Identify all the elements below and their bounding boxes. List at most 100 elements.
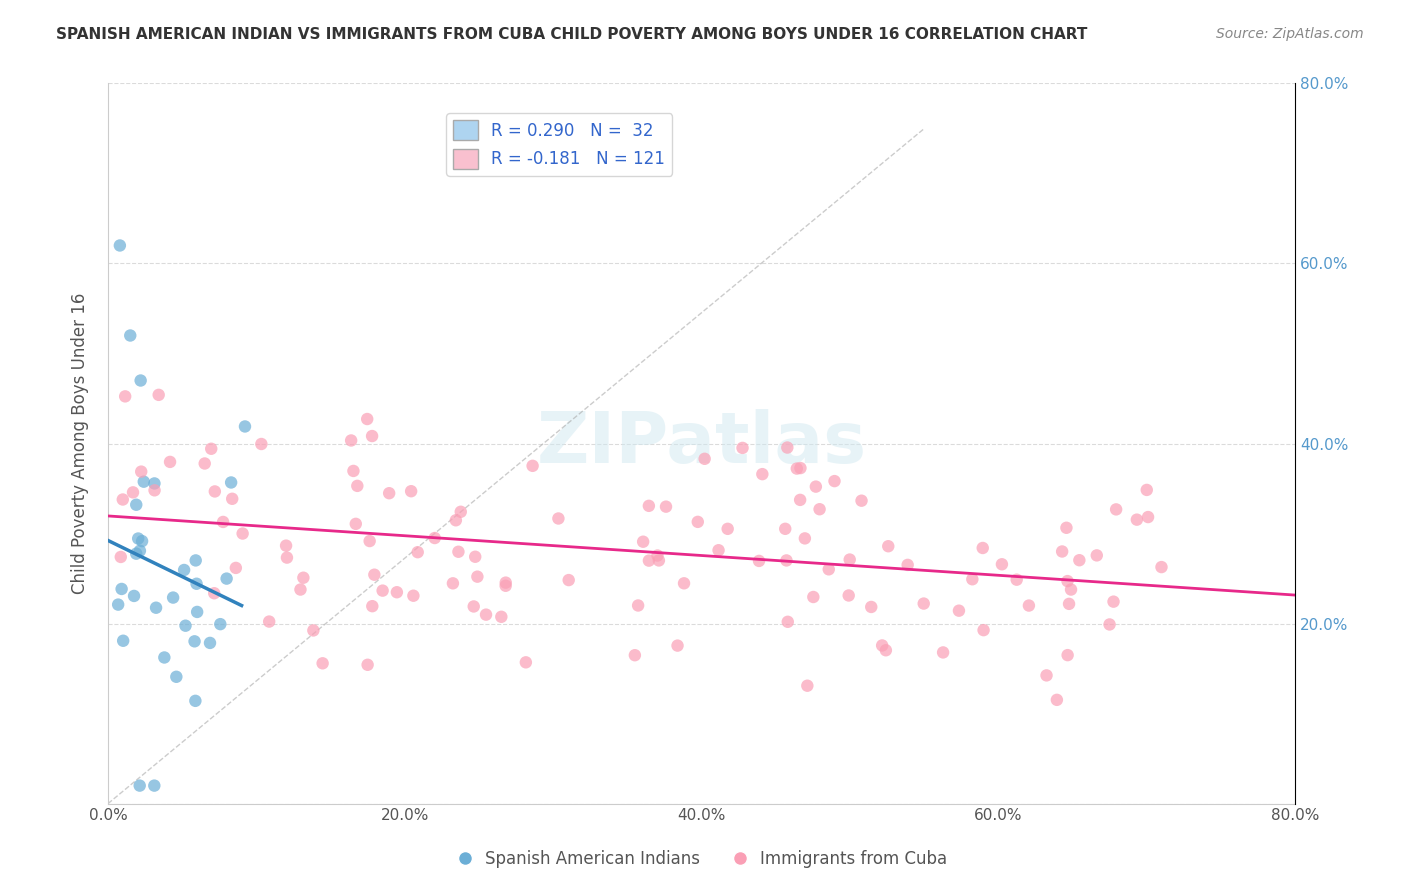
Point (183, 634, 205, 648)
Point (125, 498, 148, 512)
Point (344, 516, 367, 531)
Point (173, 563, 195, 577)
Point (1105, 502, 1128, 516)
Point (145, 600, 167, 615)
Point (406, 545, 429, 559)
Point (717, 522, 740, 536)
Point (371, 583, 394, 598)
Point (877, 539, 900, 553)
Point (627, 599, 650, 613)
Point (824, 474, 846, 488)
Point (209, 617, 232, 632)
Point (232, 526, 254, 541)
Point (378, 486, 401, 500)
Point (302, 624, 325, 638)
Point (776, 615, 799, 629)
Point (143, 483, 166, 498)
Point (786, 461, 808, 475)
Point (221, 491, 243, 506)
Point (1136, 483, 1159, 497)
Point (801, 590, 824, 604)
Point (897, 558, 920, 572)
Point (838, 552, 860, 566)
Point (198, 636, 221, 650)
Point (450, 505, 472, 519)
Point (441, 576, 464, 591)
Text: Source: ZipAtlas.com: Source: ZipAtlas.com (1216, 27, 1364, 41)
Point (311, 657, 333, 671)
Legend: Spanish American Indians, Immigrants from Cuba: Spanish American Indians, Immigrants fro… (451, 844, 955, 875)
Point (143, 476, 166, 491)
Point (875, 643, 897, 657)
Point (200, 442, 222, 456)
Point (475, 607, 498, 622)
Point (128, 779, 150, 793)
Point (804, 480, 827, 494)
Point (1069, 553, 1091, 567)
Point (356, 412, 378, 426)
Point (165, 670, 187, 684)
Point (731, 441, 754, 455)
Point (789, 492, 811, 507)
Point (789, 461, 811, 475)
Point (276, 550, 298, 565)
Text: ZIPatlas: ZIPatlas (537, 409, 866, 478)
Point (204, 484, 226, 499)
Point (447, 545, 470, 559)
Point (775, 553, 797, 567)
Point (356, 657, 378, 672)
Point (385, 585, 408, 599)
Point (174, 618, 197, 632)
Point (184, 694, 207, 708)
Point (973, 623, 995, 637)
Point (1137, 510, 1160, 524)
Point (647, 549, 669, 563)
Point (491, 609, 513, 624)
Point (107, 598, 129, 612)
Point (346, 479, 368, 493)
Point (1098, 617, 1121, 632)
Point (851, 493, 873, 508)
Point (342, 464, 364, 478)
Point (1056, 648, 1078, 662)
Point (215, 572, 238, 586)
Point (666, 639, 689, 653)
Point (686, 515, 709, 529)
Point (340, 434, 363, 448)
Point (359, 534, 381, 549)
Point (515, 656, 537, 670)
Point (912, 597, 935, 611)
Point (399, 484, 422, 499)
Point (948, 604, 970, 618)
Point (793, 532, 815, 546)
Point (125, 547, 148, 561)
Point (112, 633, 135, 648)
Point (464, 549, 486, 564)
Point (1035, 668, 1057, 682)
Point (838, 589, 860, 603)
Point (637, 499, 659, 513)
Point (748, 554, 770, 568)
Point (361, 599, 384, 614)
Point (148, 388, 170, 402)
Point (870, 639, 893, 653)
Point (143, 779, 166, 793)
Point (162, 591, 184, 605)
Point (292, 571, 315, 585)
Point (467, 569, 489, 583)
Point (186, 576, 208, 591)
Point (1085, 549, 1108, 563)
Point (129, 465, 152, 479)
Legend: R = 0.290   N =  32, R = -0.181   N = 121: R = 0.290 N = 32, R = -0.181 N = 121 (447, 113, 672, 176)
Point (631, 534, 654, 549)
Point (153, 650, 176, 665)
Point (495, 579, 517, 593)
Point (1057, 597, 1080, 611)
Point (972, 541, 994, 555)
Point (202, 586, 225, 600)
Point (132, 475, 155, 489)
Point (186, 605, 208, 619)
Point (547, 511, 569, 525)
Point (122, 485, 145, 500)
Point (817, 562, 839, 576)
